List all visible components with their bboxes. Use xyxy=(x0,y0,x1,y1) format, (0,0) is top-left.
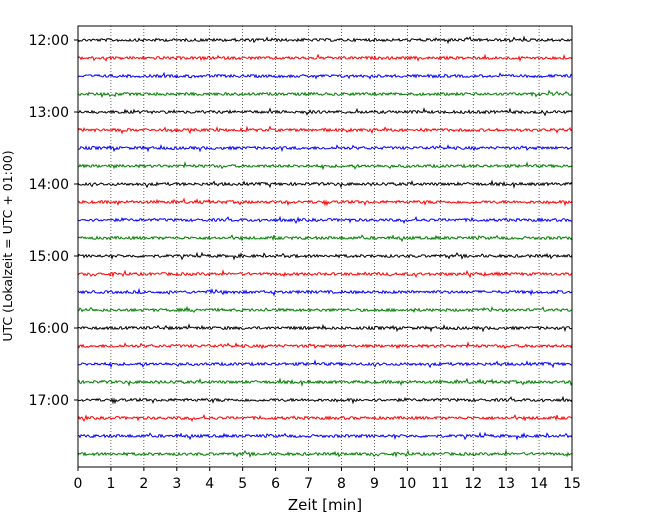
trace-1615 xyxy=(77,341,573,350)
trace-1230 xyxy=(77,71,573,80)
x-tick-label: 13 xyxy=(497,476,515,492)
trace-1200 xyxy=(77,35,573,45)
trace-1730 xyxy=(77,431,573,441)
y-tick-label: 12:00 xyxy=(29,33,69,49)
trace-1530 xyxy=(77,287,573,297)
trace-1300 xyxy=(77,107,573,117)
x-tick-label: 6 xyxy=(271,476,280,492)
x-tick-label: 15 xyxy=(563,476,581,492)
y-tick-label: 13:00 xyxy=(29,105,69,121)
trace-1545 xyxy=(77,305,572,313)
trace-1345 xyxy=(77,161,573,171)
y-axis-label: UTC (Lokalzeit = UTC + 01:00) xyxy=(0,150,15,341)
trace-1500 xyxy=(77,251,573,261)
x-tick-label: 9 xyxy=(370,476,379,492)
trace-1630 xyxy=(77,359,573,369)
x-tick-label: 12 xyxy=(464,476,482,492)
x-tick-label: 14 xyxy=(530,476,548,492)
trace-1245 xyxy=(77,89,573,99)
x-tick-label: 2 xyxy=(139,476,148,492)
x-tick-label: 10 xyxy=(398,476,416,492)
x-tick-label: 7 xyxy=(304,476,313,492)
trace-1745 xyxy=(77,448,573,458)
trace-1430 xyxy=(77,215,573,225)
x-axis-label: Zeit [min] xyxy=(288,496,362,514)
x-tick-label: 4 xyxy=(205,476,214,492)
x-tick-label: 0 xyxy=(74,476,83,492)
x-axis: 0 1 2 3 4 5 6 7 8 9 10 11 12 13 14 15 xyxy=(74,467,581,492)
y-tick-label: 16:00 xyxy=(29,321,69,337)
x-tick-label: 5 xyxy=(238,476,247,492)
y-tick-label: 14:00 xyxy=(29,177,69,193)
x-tick-label: 3 xyxy=(172,476,181,492)
trace-1600 xyxy=(77,323,573,333)
trace-1515 xyxy=(77,268,573,279)
trace-1700 xyxy=(77,395,573,405)
y-tick-label: 15:00 xyxy=(29,249,69,265)
x-tick-label: 1 xyxy=(106,476,115,492)
trace-1400 xyxy=(77,179,573,190)
y-axis: 12:00 13:00 14:00 15:00 16:00 17:00 xyxy=(29,33,78,409)
trace-1330 xyxy=(78,143,573,153)
x-tick-label: 11 xyxy=(431,476,449,492)
plot-area xyxy=(78,26,572,467)
traces xyxy=(77,35,573,458)
y-tick-label: 17:00 xyxy=(29,393,69,409)
x-tick-label: 8 xyxy=(337,476,346,492)
trace-1315 xyxy=(77,125,573,135)
trace-1445 xyxy=(77,234,573,243)
plot-frame xyxy=(77,25,573,468)
trace-1215 xyxy=(77,53,573,62)
trace-1715 xyxy=(77,413,573,423)
trace-1415 xyxy=(77,197,573,207)
trace-1645 xyxy=(77,377,573,388)
